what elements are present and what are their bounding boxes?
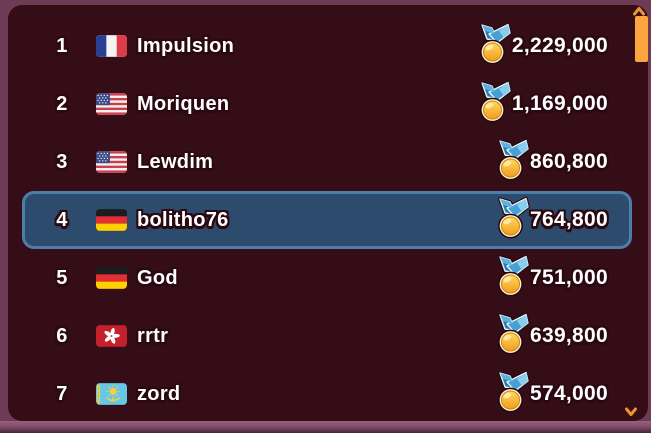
score-value: 860,800 [529, 150, 608, 173]
flag-france-icon [96, 35, 127, 57]
flag-usa-icon [96, 151, 127, 173]
leaderboard-row[interactable]: 3 Lewdim 860,800 [22, 133, 632, 191]
score-group: 860,800 [495, 138, 608, 181]
rank-number: 6 [56, 324, 68, 347]
gold-medal-icon [495, 254, 530, 297]
leaderboard-row[interactable]: 5 God 751,000 [22, 249, 632, 307]
flag-germany-icon [96, 267, 127, 289]
score-group: 2,229,000 [477, 22, 608, 65]
score-value: 2,229,000 [511, 34, 608, 57]
player-name: bolitho76 [137, 208, 229, 231]
leaderboard-row[interactable]: 2 Moriquen 1,169,000 [22, 75, 632, 133]
player-name: zord [137, 382, 181, 405]
rank-number: 7 [56, 382, 68, 405]
leaderboard-rows: 1 Impulsion 2,229,000 2 [22, 17, 632, 423]
gold-medal-icon [495, 312, 530, 355]
gold-medal-icon [495, 196, 530, 239]
flag-germany-icon [96, 209, 127, 231]
rank-number: 5 [56, 266, 68, 289]
scrollbar-thumb[interactable] [635, 16, 648, 62]
leaderboard-row[interactable]: 4 bolitho76 764,800 [22, 191, 632, 249]
score-group: 1,169,000 [477, 80, 608, 123]
player-name: Impulsion [137, 34, 235, 57]
flag-usa-icon [96, 93, 127, 115]
player-name: rrtr [137, 324, 169, 347]
leaderboard-row[interactable]: 7 zord 574,000 [22, 365, 632, 423]
flag-hong-kong-icon [96, 325, 127, 347]
player-name: Moriquen [137, 92, 230, 115]
score-group: 764,800 [495, 196, 608, 239]
score-group: 574,000 [495, 370, 608, 413]
chevron-down-icon[interactable] [625, 407, 637, 416]
gold-medal-icon [495, 138, 530, 181]
leaderboard-row[interactable]: 1 Impulsion 2,229,000 [22, 17, 632, 75]
player-name: God [137, 266, 178, 289]
score-value: 764,800 [529, 208, 608, 231]
rank-number: 2 [56, 92, 68, 115]
window-bottom-edge [0, 421, 651, 433]
gold-medal-icon [477, 80, 512, 123]
score-value: 574,000 [529, 382, 608, 405]
score-value: 1,169,000 [511, 92, 608, 115]
score-group: 751,000 [495, 254, 608, 297]
score-group: 639,800 [495, 312, 608, 355]
leaderboard-panel: 1 Impulsion 2,229,000 2 [8, 5, 648, 421]
rank-number: 1 [56, 34, 68, 57]
gold-medal-icon [495, 370, 530, 413]
rank-number: 4 [56, 208, 68, 231]
score-value: 751,000 [529, 266, 608, 289]
player-name: Lewdim [137, 150, 214, 173]
chevron-up-icon[interactable] [633, 7, 645, 16]
score-value: 639,800 [529, 324, 608, 347]
rank-number: 3 [56, 150, 68, 173]
leaderboard-row[interactable]: 6 rrtr 639,800 [22, 307, 632, 365]
flag-kazakhstan-icon [96, 383, 127, 405]
gold-medal-icon [477, 22, 512, 65]
